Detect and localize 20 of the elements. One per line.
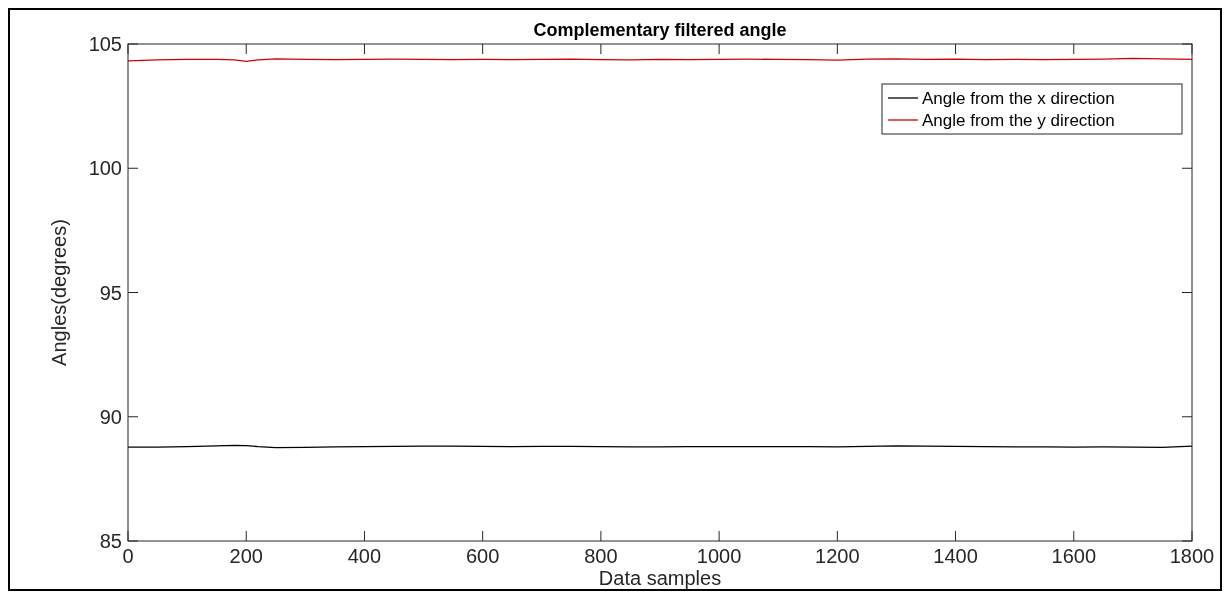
y-tick-label: 85 [99,530,122,552]
y-tick-label: 90 [99,405,122,428]
legend-label: Angle from the y direction [922,111,1115,130]
x-tick-label: 1000 [696,545,742,567]
x-tick-label: 1400 [933,545,978,567]
x-tick-label: 1600 [1051,545,1097,567]
x-tick-label: 0 [122,545,134,567]
y-axis-title: Angles(degrees) [48,219,70,366]
x-tick-label: 1200 [815,545,860,567]
y-tick-label: 105 [88,33,122,55]
y-tick-label: 95 [99,281,122,304]
y-tick-label: 100 [88,157,122,180]
x-tick-label: 400 [347,545,382,567]
chart-title: Complementary filtered angle [533,20,787,40]
x-axis-title: Data samples [598,567,722,589]
x-tick-label: 600 [465,545,500,567]
legend-label: Angle from the x direction [922,89,1115,108]
x-tick-label: 1800 [1169,545,1215,567]
x-tick-label: 200 [229,545,263,567]
x-tick-label: 800 [584,545,618,567]
